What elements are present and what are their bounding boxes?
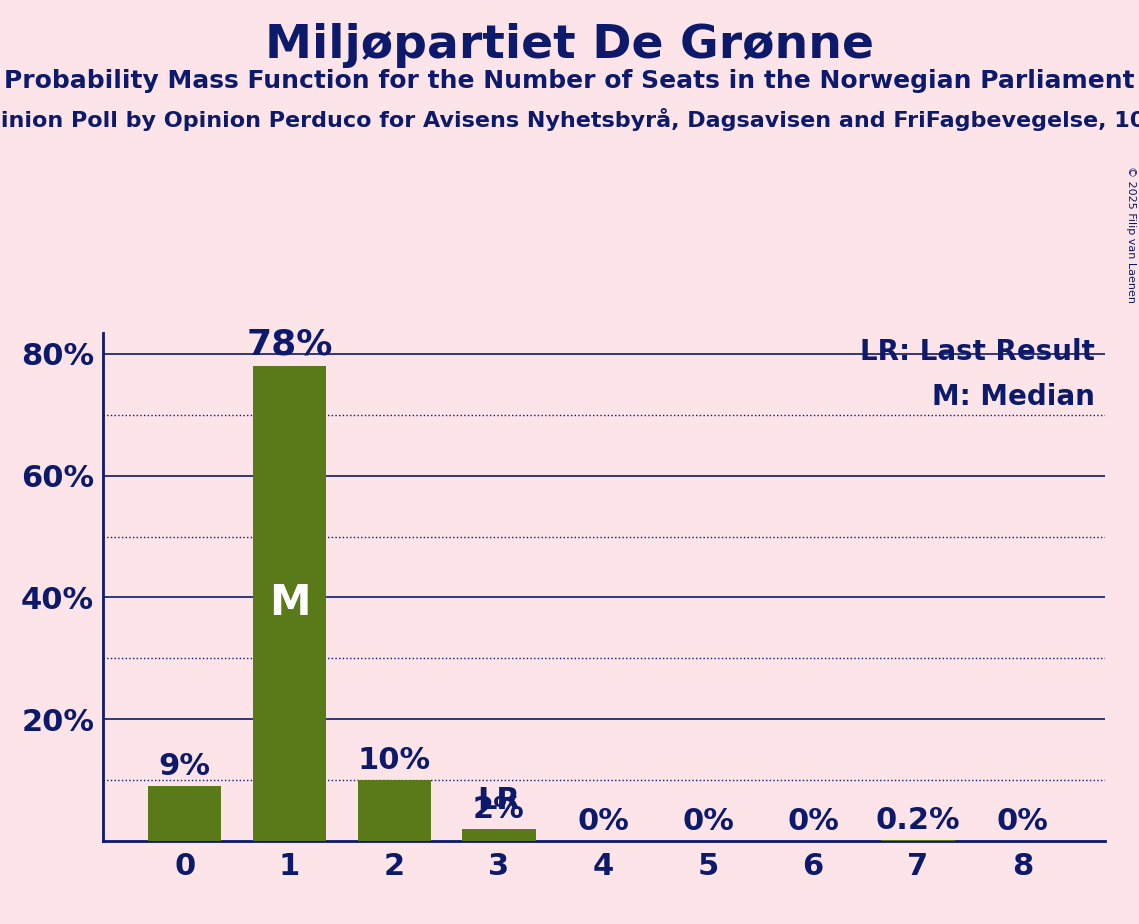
Text: LR: LR [477,786,521,815]
Bar [148,786,221,841]
Bar [358,780,431,841]
Text: LR: Last Result: LR: Last Result [860,337,1095,366]
Text: 0%: 0% [997,807,1049,836]
Text: 2%: 2% [473,796,525,824]
Text: 78%: 78% [246,327,333,361]
Text: 10%: 10% [358,746,431,775]
Text: © 2025 Filip van Laenen: © 2025 Filip van Laenen [1126,166,1136,303]
Text: Probability Mass Function for the Number of Seats in the Norwegian Parliament: Probability Mass Function for the Number… [5,69,1134,93]
Text: 0%: 0% [682,807,735,836]
Bar [882,840,954,841]
Text: 9%: 9% [158,752,211,781]
Text: M: M [269,582,310,625]
Text: Opinion Poll by Opinion Perduco for Avisens Nyhetsbyrå, Dagsavisen and FriFagbev: Opinion Poll by Opinion Perduco for Avis… [0,108,1139,131]
Bar [462,829,535,841]
Bar [253,366,326,841]
Text: 0%: 0% [787,807,839,836]
Text: M: Median: M: Median [932,383,1095,411]
Text: 0%: 0% [577,807,630,836]
Text: Miljøpartiet De Grønne: Miljøpartiet De Grønne [265,23,874,68]
Text: 0.2%: 0.2% [876,806,960,834]
